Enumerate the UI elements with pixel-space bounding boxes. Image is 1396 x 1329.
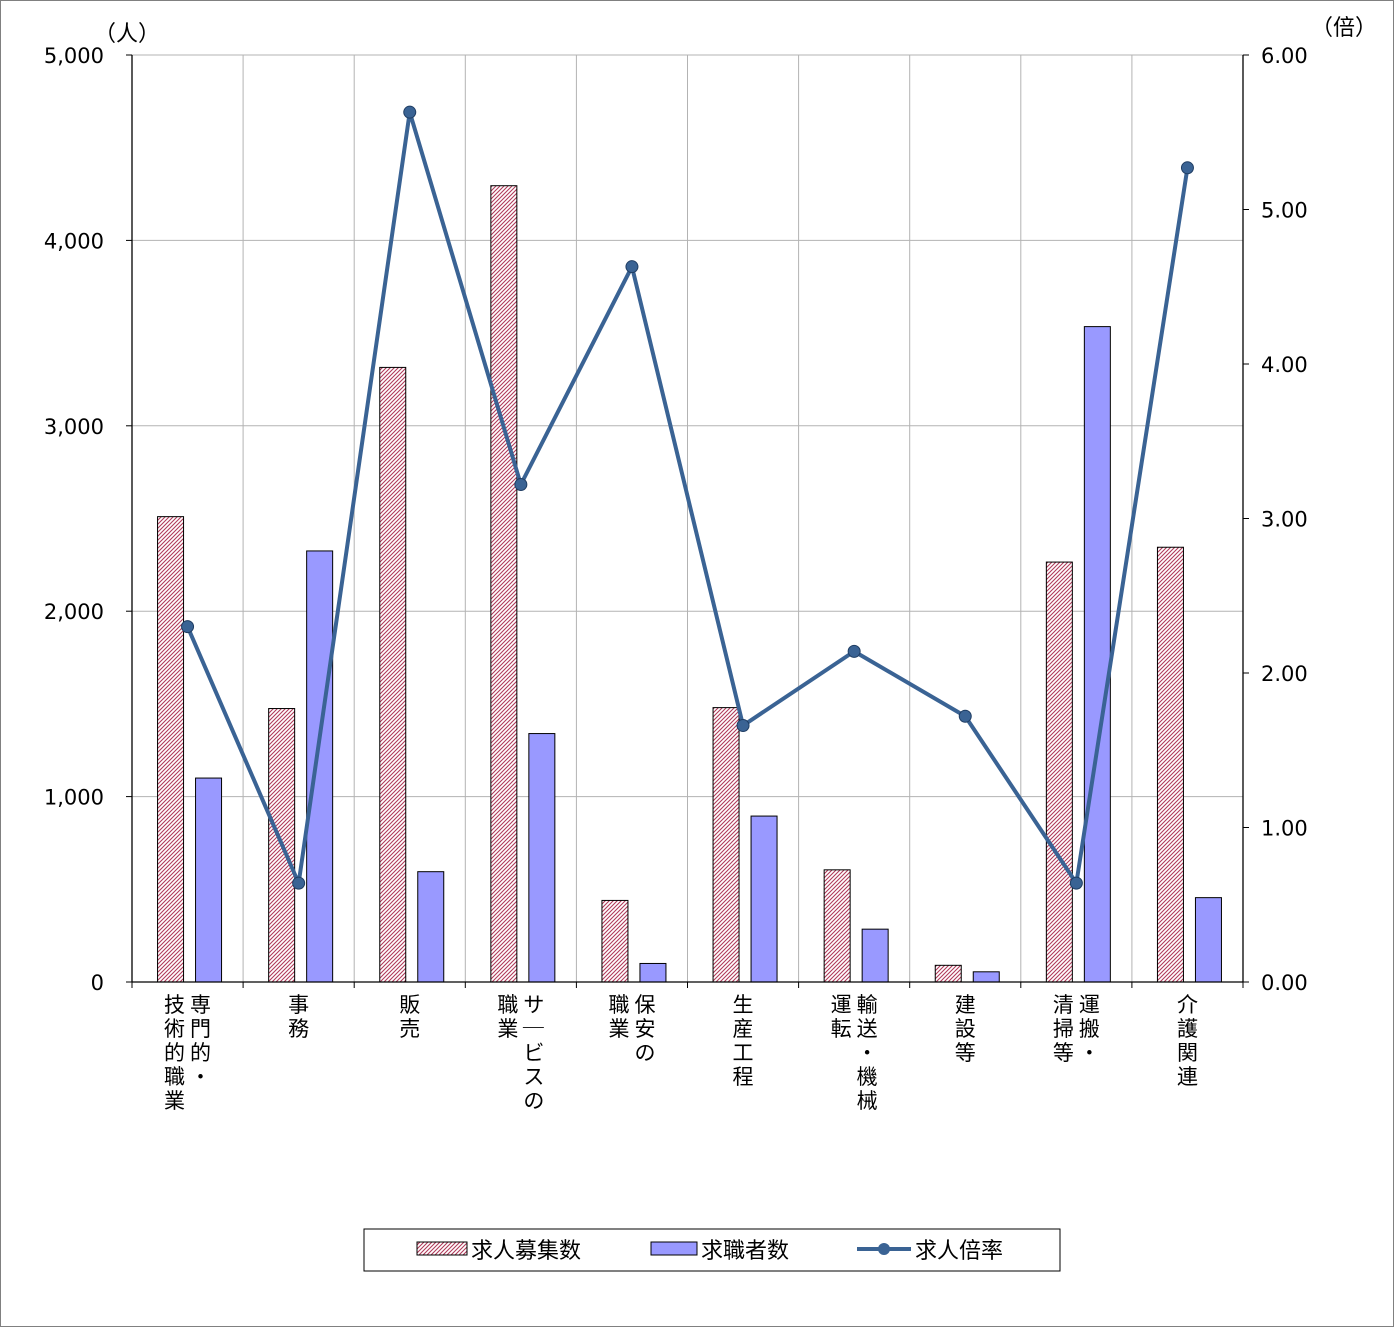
bar-job-openings — [712, 707, 740, 983]
category-label: 専門的・ — [190, 993, 211, 1089]
axes — [126, 54, 1249, 988]
left-tick-label: 5,000 — [44, 44, 104, 68]
left-axis-unit: （人） — [94, 22, 160, 47]
bar-job-openings — [157, 516, 185, 983]
legend-box — [363, 1228, 1061, 1272]
ratio-point — [181, 620, 195, 634]
category-label: 販売 — [399, 993, 420, 1041]
legend-label-openings: 求人募集数 — [471, 1239, 581, 1264]
ratio-point — [847, 644, 861, 658]
category-label: 運転 — [831, 993, 852, 1041]
right-tick-label: 6.00 — [1261, 44, 1308, 68]
right-tick-label: 5.00 — [1261, 199, 1308, 223]
bar-job-openings — [379, 366, 407, 983]
left-tick-label: 4,000 — [44, 229, 104, 253]
bar-job-seekers — [639, 962, 667, 983]
legend-swatch-seekers — [650, 1241, 698, 1256]
bar-job-openings — [823, 869, 851, 983]
category-label: 輸送・機械 — [857, 993, 878, 1113]
ratio-point — [514, 478, 528, 492]
category-label: 技術的職業 — [164, 993, 185, 1113]
left-tick-label: 2,000 — [44, 600, 104, 624]
legend-label-ratio: 求人倍率 — [915, 1239, 1003, 1264]
ratio-line — [181, 105, 1194, 890]
legend-swatch-ratio-point — [878, 1243, 890, 1255]
ratio-point — [292, 876, 306, 890]
legend-swatch-openings — [416, 1241, 468, 1256]
bar-job-seekers — [1194, 897, 1222, 983]
legend-label-seekers: 求職者数 — [701, 1239, 789, 1264]
category-label: 保安の — [634, 993, 655, 1065]
right-tick-label: 3.00 — [1261, 508, 1308, 532]
bar-job-openings — [934, 964, 962, 983]
ratio-point — [1180, 161, 1194, 175]
ratio-point — [736, 719, 750, 733]
category-label: 生産工程 — [733, 993, 754, 1089]
bar-job-seekers — [861, 928, 889, 983]
right-tick-label: 0.00 — [1261, 971, 1308, 995]
category-label: サ｜ビスの — [523, 993, 545, 1113]
category-label: 介護関連 — [1177, 993, 1198, 1089]
category-label: 運搬・ — [1079, 993, 1100, 1065]
category-label: 清掃等 — [1053, 993, 1074, 1065]
legend: 求人募集数 求職者数 求人倍率 — [363, 1228, 1061, 1272]
ratio-polyline — [185, 110, 1190, 886]
category-label: 職業 — [497, 993, 518, 1041]
category-label: 事務 — [288, 993, 309, 1041]
right-tick-label: 1.00 — [1261, 817, 1308, 841]
bar-job-seekers — [750, 815, 778, 983]
bar-job-seekers — [972, 971, 1000, 983]
ratio-point — [403, 105, 417, 119]
ratio-point — [1069, 876, 1083, 890]
right-tick-label: 2.00 — [1261, 662, 1308, 686]
left-tick-label: 0 — [91, 971, 104, 995]
bar-job-openings — [1156, 546, 1184, 983]
bar-job-openings — [490, 185, 518, 983]
ratio-point — [958, 709, 972, 723]
ratio-point — [625, 260, 639, 274]
left-tick-label: 1,000 — [44, 786, 104, 810]
bar-job-seekers — [306, 550, 334, 983]
bars — [157, 185, 1222, 983]
right-tick-label: 4.00 — [1261, 353, 1308, 377]
bar-job-seekers — [417, 871, 445, 983]
left-tick-label: 3,000 — [44, 415, 104, 439]
bar-job-seekers — [1083, 326, 1111, 983]
axis-labels: 0 1,000 2,000 3,000 4,000 5,000 0.00 1.00 2.00 3.… — [44, 16, 1377, 1113]
bar-job-seekers — [528, 733, 556, 983]
category-label: 職業 — [608, 993, 629, 1041]
category-label: 建設等 — [955, 993, 976, 1065]
bar-job-openings — [1045, 561, 1073, 983]
right-axis-unit: （倍） — [1311, 16, 1377, 41]
bar-job-seekers — [195, 777, 223, 983]
gridlines — [132, 54, 1243, 982]
bar-job-openings — [601, 899, 629, 983]
